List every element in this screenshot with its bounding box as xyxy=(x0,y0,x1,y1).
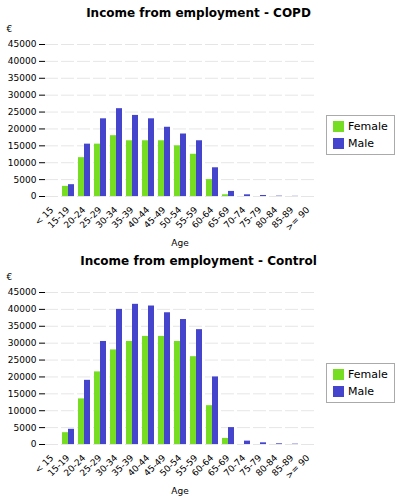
svg-text:85-89: 85-89 xyxy=(269,452,296,479)
svg-text:45000: 45000 xyxy=(8,39,37,49)
svg-text:0: 0 xyxy=(31,191,37,201)
svg-text:80-84: 80-84 xyxy=(253,452,280,479)
svg-text:20-24: 20-24 xyxy=(61,204,88,231)
svg-text:20000: 20000 xyxy=(8,124,37,134)
html-text:Female: Female xyxy=(348,368,388,381)
svg-text:70-74: 70-74 xyxy=(221,452,248,479)
svg-text:35000: 35000 xyxy=(8,73,37,83)
svg-text:50-54: 50-54 xyxy=(157,452,184,479)
html-text:Male: Male xyxy=(348,385,375,398)
svg-text:70-74: 70-74 xyxy=(221,204,248,231)
svg-text:25000: 25000 xyxy=(8,107,37,117)
svg-text:35-39: 35-39 xyxy=(109,452,136,479)
svg-text:Age: Age xyxy=(171,486,189,496)
svg-text:65-69: 65-69 xyxy=(205,452,232,479)
svg-text:80-84: 80-84 xyxy=(253,204,280,231)
svg-text:5000: 5000 xyxy=(14,174,37,184)
svg-text:0: 0 xyxy=(31,439,37,449)
html-text:Male: Male xyxy=(348,137,375,150)
svg-text:20000: 20000 xyxy=(8,372,37,382)
svg-text:25000: 25000 xyxy=(8,355,37,365)
svg-text:40000: 40000 xyxy=(8,56,37,66)
svg-text:55-59: 55-59 xyxy=(173,452,200,479)
svg-text:30000: 30000 xyxy=(8,90,37,100)
svg-text:€: € xyxy=(7,24,13,34)
svg-text:35-39: 35-39 xyxy=(109,204,136,231)
svg-text:40-44: 40-44 xyxy=(125,452,152,479)
svg-text:25-29: 25-29 xyxy=(77,204,104,231)
svg-text:15-19: 15-19 xyxy=(45,204,72,231)
html-text:Female: Female xyxy=(348,120,388,133)
svg-text:75-79: 75-79 xyxy=(237,204,264,231)
svg-text:< 15: < 15 xyxy=(32,452,56,476)
svg-text:45-49: 45-49 xyxy=(141,204,168,231)
svg-text:5000: 5000 xyxy=(14,422,37,432)
svg-text:45000: 45000 xyxy=(8,287,37,297)
svg-text:40-44: 40-44 xyxy=(125,204,152,231)
svg-text:10000: 10000 xyxy=(8,406,37,416)
svg-text:15000: 15000 xyxy=(8,389,37,399)
svg-text:65-69: 65-69 xyxy=(205,204,232,231)
svg-text:< 15: < 15 xyxy=(32,204,56,228)
svg-text:40000: 40000 xyxy=(8,304,37,314)
svg-text:85-89: 85-89 xyxy=(269,204,296,231)
svg-text:75-79: 75-79 xyxy=(237,452,264,479)
svg-text:35000: 35000 xyxy=(8,321,37,331)
svg-text:>= 90: >= 90 xyxy=(284,205,312,233)
svg-text:25-29: 25-29 xyxy=(77,452,104,479)
svg-text:€: € xyxy=(7,272,13,282)
html-text:Income from employment - COPD: Income from employment - COPD xyxy=(86,6,311,20)
svg-text:30-34: 30-34 xyxy=(93,452,120,479)
svg-text:55-59: 55-59 xyxy=(173,204,200,231)
svg-text:10000: 10000 xyxy=(8,158,37,168)
svg-text:20-24: 20-24 xyxy=(61,452,88,479)
svg-text:50-54: 50-54 xyxy=(157,204,184,231)
svg-text:15000: 15000 xyxy=(8,141,37,151)
svg-text:45-49: 45-49 xyxy=(141,452,168,479)
svg-text:30000: 30000 xyxy=(8,338,37,348)
svg-text:30-34: 30-34 xyxy=(93,204,120,231)
svg-text:60-64: 60-64 xyxy=(189,452,216,479)
svg-text:60-64: 60-64 xyxy=(189,204,216,231)
svg-text:>= 90: >= 90 xyxy=(284,453,312,481)
html-text:Income from employment - Contr: Income from employment - Control xyxy=(80,254,317,268)
svg-text:Age: Age xyxy=(171,238,189,248)
svg-text:15-19: 15-19 xyxy=(45,452,72,479)
